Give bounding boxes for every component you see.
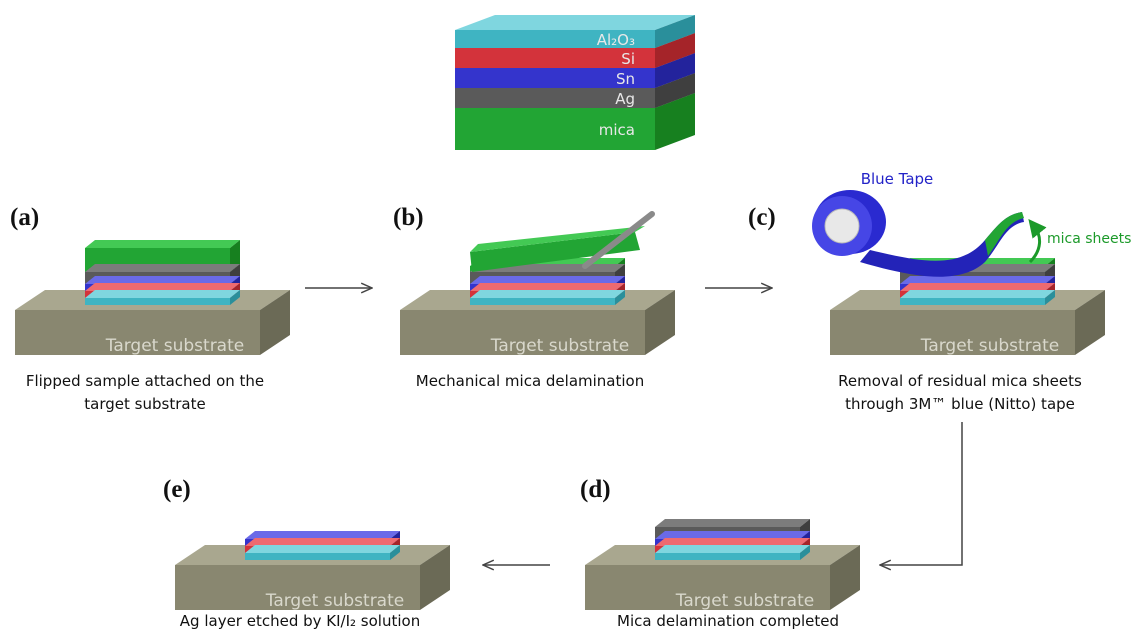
substrate-label: Target substrate (920, 336, 1059, 356)
tape-label: Blue Tape (861, 170, 934, 188)
blade (582, 211, 655, 269)
layer (655, 73, 695, 108)
caption: target substrate (84, 395, 205, 413)
layer (655, 15, 695, 48)
mica-peel (470, 232, 640, 272)
layer (455, 108, 655, 150)
layer (230, 290, 240, 305)
caption: Ag layer etched by KI/I₂ solution (180, 612, 420, 630)
caption: Flipped sample attached on the (26, 372, 264, 390)
step-tag: (c) (748, 204, 776, 231)
layer-label: Ag (615, 90, 635, 108)
step-tag: (b) (393, 204, 424, 231)
layer (470, 298, 615, 305)
layer-label: Si (621, 50, 635, 68)
layer (655, 553, 800, 560)
substrate-label: Target substrate (490, 336, 629, 356)
layer (470, 283, 625, 291)
layer-label: Sn (616, 70, 635, 88)
substrate (830, 310, 1075, 355)
substrate (585, 565, 830, 610)
mica-label: mica sheets (1047, 231, 1131, 247)
layer (900, 298, 1045, 305)
substrate (1075, 290, 1105, 355)
layer (800, 545, 810, 560)
layer (655, 519, 810, 527)
layer (390, 545, 400, 560)
layer-label: Al₂O₃ (597, 31, 635, 49)
layer (85, 283, 240, 291)
layer (85, 240, 240, 248)
substrate (15, 310, 260, 355)
layer (470, 276, 625, 284)
layer (655, 53, 695, 88)
layer (900, 283, 1055, 291)
layer (245, 538, 400, 546)
layer (455, 30, 655, 48)
caption: through 3M™ blue (Nitto) tape (845, 395, 1075, 413)
layer (655, 538, 810, 546)
substrate-label: Target substrate (265, 591, 404, 611)
caption: Mica delamination completed (617, 612, 839, 630)
layer (655, 531, 810, 539)
layer (455, 88, 655, 108)
layer (900, 276, 1055, 284)
layer (655, 33, 695, 68)
layer (1045, 290, 1055, 305)
layer (455, 15, 695, 30)
layer (470, 290, 625, 298)
layer (85, 290, 240, 298)
layer-label: mica (599, 121, 635, 139)
substrate (175, 565, 420, 610)
layer (655, 545, 810, 553)
mica-arrow (1028, 218, 1047, 264)
mica-sheet (985, 212, 1024, 256)
tape-strip (860, 212, 1024, 277)
substrate (400, 310, 645, 355)
substrate (830, 545, 860, 610)
substrate (420, 545, 450, 610)
layer (655, 93, 695, 150)
substrate (645, 290, 675, 355)
arrow (880, 422, 963, 565)
tape-core (824, 208, 860, 244)
layer (615, 290, 625, 305)
caption: Mechanical mica delamination (416, 372, 644, 390)
layer (245, 531, 400, 539)
substrate-label: Target substrate (675, 591, 814, 611)
layer (85, 264, 240, 272)
layer (85, 298, 230, 305)
mica-peel (470, 226, 645, 252)
step-tag: (d) (580, 476, 611, 503)
layer (245, 545, 400, 553)
layer (455, 48, 655, 68)
step-tag: (e) (163, 476, 191, 503)
layer (455, 68, 655, 88)
layer (85, 276, 240, 284)
layer (245, 553, 390, 560)
layer (900, 290, 1055, 298)
step-tag: (a) (10, 204, 39, 231)
substrate-label: Target substrate (105, 336, 244, 356)
caption: Removal of residual mica sheets (838, 372, 1082, 390)
substrate (260, 290, 290, 355)
